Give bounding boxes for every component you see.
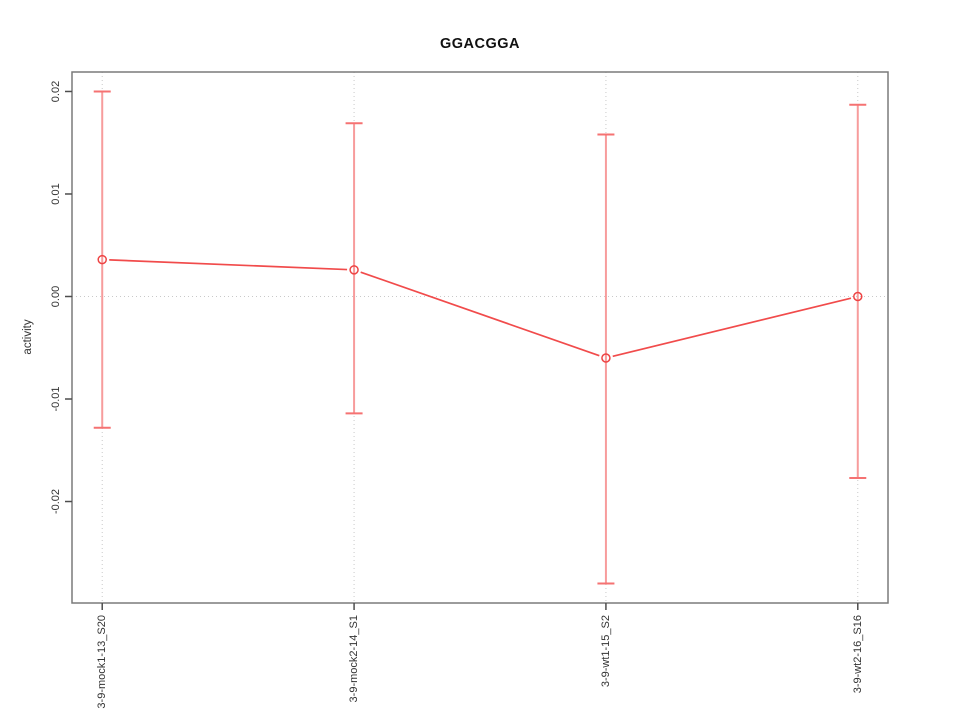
data-point-marker	[601, 353, 611, 363]
y-tick-label: -0.01	[50, 386, 62, 411]
x-tick-label: 3-9-wt2-16_S16	[852, 615, 864, 693]
data-point-marker	[349, 265, 359, 275]
series-line-segment	[360, 271, 600, 357]
plot-box	[71, 71, 889, 604]
y-tick-label: 0.01	[50, 183, 62, 204]
chart-title: GGACGGA	[439, 36, 521, 52]
data-point-marker	[97, 254, 107, 265]
y-tick-label: 0.02	[50, 81, 62, 102]
x-tick-label: 3-9-mock2-14_S1	[348, 615, 360, 702]
data-point-marker	[853, 291, 863, 302]
series-line-segment	[109, 259, 348, 271]
x-tick-label: 3-9-mock1-13_S20	[96, 615, 108, 709]
x-tick-label: 3-9-wt1-15_S2	[600, 615, 612, 687]
y-tick-label: -0.02	[50, 489, 62, 514]
series-line-segment	[612, 297, 852, 358]
y-tick-label: 0.00	[50, 286, 62, 307]
